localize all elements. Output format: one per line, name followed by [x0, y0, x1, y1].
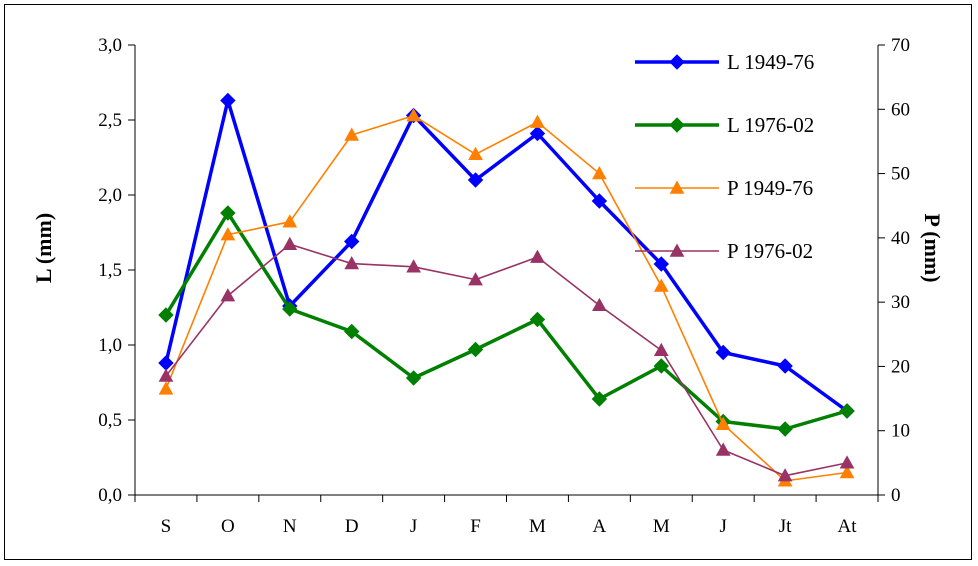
- data-point: [839, 464, 855, 479]
- x-tick-label: A: [593, 516, 607, 537]
- right-tick-label: 30: [891, 292, 910, 313]
- data-point: [653, 256, 669, 272]
- left-tick-label: 2,0: [98, 185, 122, 206]
- series-4: [158, 236, 855, 482]
- data-point: [591, 193, 608, 209]
- left-tick-label: 2,5: [98, 110, 122, 131]
- right-tick-label: 70: [891, 35, 910, 56]
- data-point: [777, 468, 793, 482]
- x-tick-label: S: [161, 516, 172, 537]
- x-tick-label: M: [653, 516, 670, 537]
- series-3: [158, 108, 855, 487]
- data-point: [220, 227, 236, 241]
- data-point: [529, 311, 546, 328]
- left-axis-title: L (mm): [31, 213, 56, 283]
- data-point: [344, 256, 360, 270]
- axes: 0,0 0,5 1,0 1,5 2,0 2,5 3,0 0 10 20 30 40 50 60 70 S O N D…: [98, 35, 910, 537]
- data-point: [344, 127, 360, 141]
- legend-label: P 1976-02: [727, 239, 813, 263]
- x-tick-label: O: [221, 516, 235, 537]
- series-line: [165, 114, 848, 482]
- right-tick-label: 60: [891, 99, 910, 120]
- x-tick-label: D: [345, 516, 359, 537]
- data-point: [344, 323, 360, 340]
- x-tick-label: F: [470, 516, 481, 537]
- legend: L 1949-76 L 1976-02 P 1949-76 P 1976-02: [635, 50, 814, 263]
- right-tick-label: 50: [891, 164, 910, 185]
- data-point: [220, 92, 236, 109]
- data-point: [530, 114, 545, 128]
- x-tick-label: N: [283, 516, 297, 537]
- x-tick-label: J: [410, 516, 417, 537]
- data-point: [591, 391, 608, 407]
- data-point: [467, 172, 484, 188]
- data-point: [344, 233, 360, 250]
- data-point: [158, 307, 174, 323]
- legend-label: L 1976-02: [727, 113, 814, 137]
- data-point: [777, 421, 793, 437]
- legend-label: L 1949-76: [727, 50, 814, 74]
- legend-item: P 1949-76: [635, 176, 813, 200]
- x-tick-label: J: [720, 516, 727, 537]
- right-tick-label: 0: [891, 485, 901, 506]
- line-chart: 0,0 0,5 1,0 1,5 2,0 2,5 3,0 0 10 20 30 40 50 60 70 S O N D…: [31, 35, 945, 537]
- legend-marker: [669, 117, 685, 133]
- right-tick-label: 40: [891, 228, 910, 249]
- data-point: [715, 344, 731, 361]
- series-layer: [158, 92, 855, 487]
- legend-marker: [669, 54, 685, 70]
- data-point: [592, 166, 607, 180]
- data-point: [220, 288, 236, 302]
- data-point: [653, 278, 669, 292]
- series-2: [158, 205, 855, 437]
- data-point: [467, 341, 484, 358]
- legend-marker: [669, 180, 685, 194]
- left-tick-label: 3,0: [98, 35, 122, 56]
- data-point: [468, 146, 483, 160]
- data-point: [715, 416, 731, 430]
- data-point: [592, 297, 607, 312]
- data-point: [158, 381, 174, 395]
- legend-marker: [669, 243, 685, 257]
- data-point: [653, 342, 669, 357]
- data-point: [406, 108, 421, 122]
- left-tick-label: 0,0: [98, 485, 122, 506]
- data-point: [530, 249, 545, 263]
- data-point: [282, 301, 298, 317]
- data-point: [777, 358, 793, 374]
- chart-frame: 0,0 0,5 1,0 1,5 2,0 2,5 3,0 0 10 20 30 40 50 60 70 S O N D…: [4, 4, 972, 560]
- data-point: [220, 205, 236, 221]
- left-tick-label: 1,5: [98, 260, 122, 281]
- legend-item: L 1949-76: [635, 50, 814, 74]
- data-point: [839, 403, 855, 419]
- left-tick-label: 1,0: [98, 335, 122, 356]
- legend-label: P 1949-76: [727, 176, 813, 200]
- data-point: [282, 236, 298, 250]
- data-point: [468, 272, 483, 286]
- series-line: [164, 98, 849, 413]
- x-tick-label: M: [529, 516, 546, 537]
- legend-item: L 1976-02: [635, 113, 814, 137]
- series-line: [164, 211, 848, 431]
- series-line: [165, 243, 848, 477]
- data-point: [839, 455, 855, 469]
- data-point: [158, 355, 174, 371]
- data-point: [715, 442, 731, 456]
- x-tick-label: Jt: [779, 516, 792, 537]
- x-tick-label: At: [838, 516, 858, 537]
- data-point: [406, 259, 421, 273]
- data-point: [158, 368, 174, 382]
- data-point: [529, 125, 546, 142]
- right-tick-label: 10: [891, 421, 910, 442]
- right-axis-title: P (mm): [920, 213, 945, 282]
- data-point: [282, 214, 298, 228]
- data-point: [405, 370, 422, 386]
- legend-item: P 1976-02: [635, 239, 813, 263]
- data-point: [653, 358, 669, 374]
- right-tick-label: 20: [891, 356, 910, 377]
- left-tick-label: 0,5: [98, 410, 122, 431]
